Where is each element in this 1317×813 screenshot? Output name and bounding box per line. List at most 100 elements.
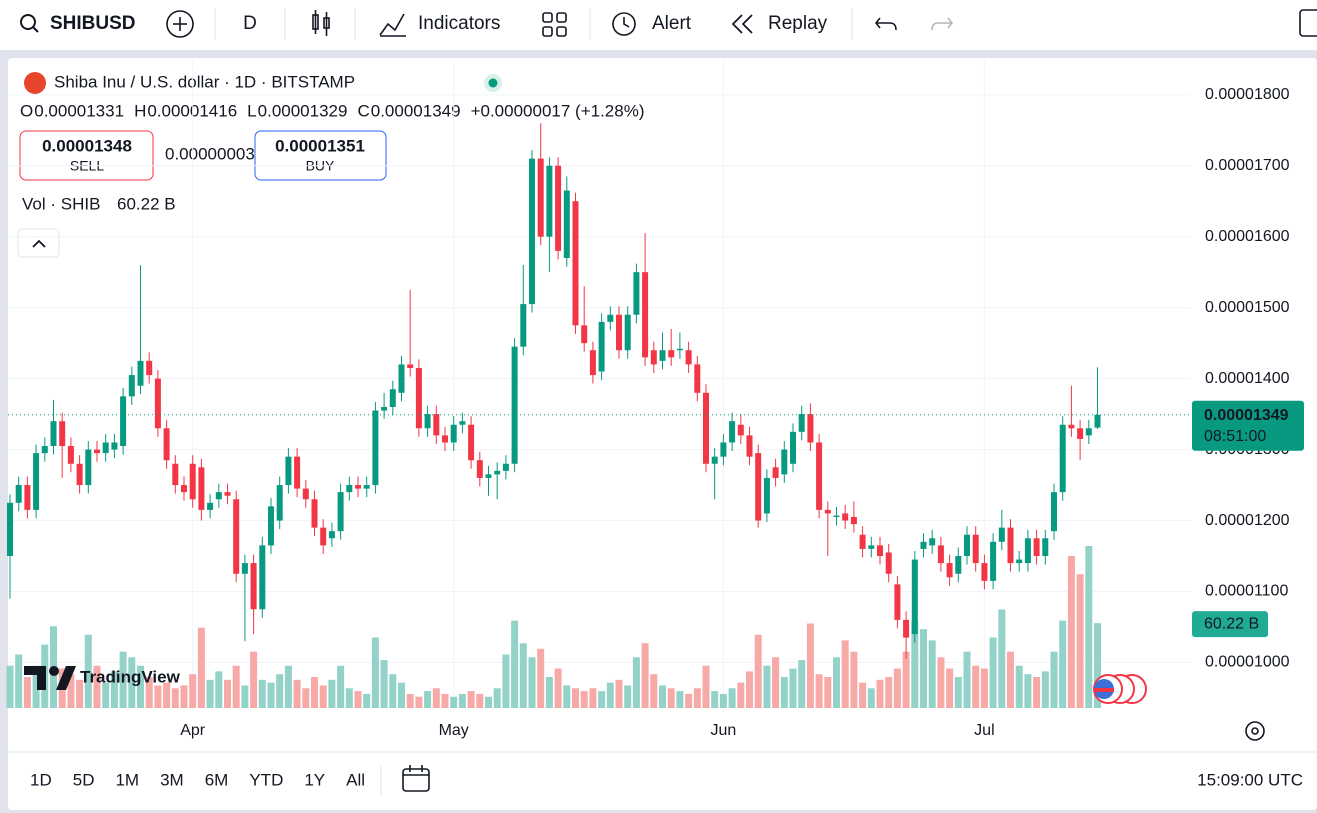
volume-bar — [15, 654, 23, 708]
volume-bar — [23, 677, 31, 708]
volume-bar — [424, 691, 432, 708]
candle-body — [433, 414, 440, 436]
candle-body — [24, 485, 31, 510]
volume-legend-value: 60.22 B — [117, 194, 176, 213]
candle-body — [1042, 538, 1049, 557]
candle-body — [1094, 414, 1101, 428]
candle-body — [381, 406, 388, 411]
candle-body — [729, 421, 736, 443]
volume-bar — [815, 674, 823, 708]
candle-body — [511, 346, 518, 464]
volume-bar — [937, 657, 945, 708]
volume-bar — [754, 634, 762, 708]
indicators-button[interactable]: Indicators — [379, 13, 500, 37]
symbol[interactable]: SHIBUSD — [50, 13, 136, 34]
volume-bar — [998, 609, 1006, 708]
ohlc-label: H — [134, 101, 146, 120]
candle-body — [33, 453, 40, 510]
candle-body — [363, 485, 370, 489]
range-button[interactable]: 1D — [30, 770, 52, 789]
candle-body — [59, 421, 66, 447]
change: +0.00000017 (+1.28%) — [471, 101, 645, 120]
candle-body — [128, 375, 135, 397]
volume-bar — [885, 677, 893, 708]
events-icon[interactable] — [1093, 674, 1147, 704]
volume-badge-text: 60.22 B — [1204, 615, 1259, 632]
range-button[interactable]: 1M — [115, 770, 139, 789]
replay-button[interactable]: Replay — [731, 13, 828, 34]
volume-bar — [850, 651, 858, 708]
candle-body — [755, 453, 762, 521]
interval[interactable]: D — [243, 13, 257, 34]
volume-bar — [1085, 546, 1093, 708]
compare-button[interactable] — [166, 10, 194, 38]
candle-body — [694, 364, 701, 393]
candle-body — [937, 545, 944, 564]
alert-label[interactable]: Alert — [652, 13, 692, 34]
alert-button[interactable]: Alert — [612, 12, 692, 36]
candle-body — [807, 414, 814, 443]
volume-bar — [737, 682, 745, 708]
volume-bar — [911, 620, 919, 708]
candle-body — [372, 410, 379, 486]
range-button[interactable]: All — [346, 770, 365, 789]
candle-body — [468, 424, 475, 461]
range-button[interactable]: YTD — [249, 770, 283, 789]
collapse-legend[interactable] — [17, 228, 60, 258]
candle-body — [111, 442, 118, 450]
sell-button[interactable] — [19, 130, 154, 181]
volume-bar — [650, 674, 658, 708]
buy-price[interactable]: 0.00001351 — [275, 136, 365, 155]
undo-button[interactable] — [874, 17, 897, 31]
candle-body — [581, 325, 588, 344]
volume-bar — [1015, 665, 1023, 708]
sell-price[interactable]: 0.00001348 — [42, 136, 132, 155]
volume-bar — [1033, 677, 1041, 708]
volume-bar — [363, 693, 371, 708]
candle-body — [450, 424, 457, 443]
panel-button[interactable] — [1299, 9, 1317, 37]
buy-button[interactable] — [254, 130, 387, 181]
volume-bar — [189, 674, 197, 708]
top-toolbar — [0, 0, 1317, 50]
volume-bar — [606, 682, 614, 708]
candle-body — [1033, 538, 1040, 557]
candle-body — [459, 421, 466, 425]
candle-body — [964, 534, 970, 557]
symbol-search[interactable]: SHIBUSD — [20, 13, 136, 34]
candle-body — [642, 272, 649, 358]
candle-body — [294, 456, 301, 489]
candle-body — [85, 449, 92, 486]
settings-button[interactable] — [1245, 721, 1265, 741]
volume-bar — [867, 688, 875, 708]
candle-body — [276, 485, 283, 521]
indicators-label[interactable]: Indicators — [418, 13, 500, 34]
candle-body — [685, 350, 692, 365]
volume-bar — [485, 696, 492, 708]
plot: 0.000010000.000011000.000012000.00001300… — [6, 60, 1304, 739]
range-button[interactable]: 6M — [205, 770, 229, 789]
candle-body — [563, 190, 570, 258]
replay-label[interactable]: Replay — [768, 13, 828, 34]
range-button[interactable]: 3M — [160, 770, 184, 789]
volume-bar — [197, 627, 205, 708]
volume-bar — [859, 682, 867, 708]
candle-body — [15, 485, 22, 503]
volume-bar — [902, 651, 910, 708]
candle-body — [7, 502, 13, 557]
candle-body — [998, 527, 1005, 542]
range-button[interactable]: 1Y — [304, 770, 325, 789]
candle-body — [389, 389, 396, 407]
volume-bar — [180, 685, 188, 708]
clock[interactable]: 15:09:00 UTC — [1197, 770, 1303, 789]
candle-body — [877, 545, 883, 557]
goto-date-button[interactable] — [402, 765, 430, 792]
volume-bar — [789, 668, 797, 708]
chart-type-button[interactable] — [312, 10, 330, 36]
candle-body — [311, 499, 318, 528]
chart-title: Shiba Inu / U.S. dollar · 1D · BITSTAMP — [54, 72, 355, 91]
range-button[interactable]: 5D — [73, 770, 95, 789]
layouts-button[interactable] — [542, 12, 567, 37]
volume-bar — [954, 677, 962, 708]
candle-body — [520, 304, 527, 347]
